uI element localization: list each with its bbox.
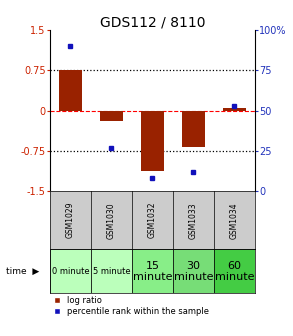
Text: 0 minute: 0 minute bbox=[52, 267, 89, 276]
Bar bbox=[173, 249, 214, 293]
Text: GSM1034: GSM1034 bbox=[230, 202, 239, 239]
Text: GSM1032: GSM1032 bbox=[148, 202, 157, 239]
Text: 30
minute: 30 minute bbox=[174, 261, 213, 282]
Legend: log ratio, percentile rank within the sample: log ratio, percentile rank within the sa… bbox=[54, 296, 209, 316]
Title: GDS112 / 8110: GDS112 / 8110 bbox=[100, 15, 205, 29]
Bar bbox=[50, 249, 91, 293]
Text: GSM1029: GSM1029 bbox=[66, 202, 75, 239]
Bar bbox=[100, 111, 123, 121]
Text: GSM1030: GSM1030 bbox=[107, 202, 116, 239]
Bar bbox=[59, 71, 81, 111]
Text: 5 minute: 5 minute bbox=[93, 267, 130, 276]
Bar bbox=[141, 111, 163, 171]
Bar bbox=[91, 249, 132, 293]
Text: 15
minute: 15 minute bbox=[133, 261, 172, 282]
Text: GSM1033: GSM1033 bbox=[189, 202, 198, 239]
Text: time  ▶: time ▶ bbox=[6, 267, 39, 276]
Bar bbox=[223, 108, 246, 111]
Bar bbox=[182, 111, 205, 147]
Bar bbox=[132, 249, 173, 293]
Text: 60
minute: 60 minute bbox=[215, 261, 254, 282]
Bar bbox=[214, 249, 255, 293]
